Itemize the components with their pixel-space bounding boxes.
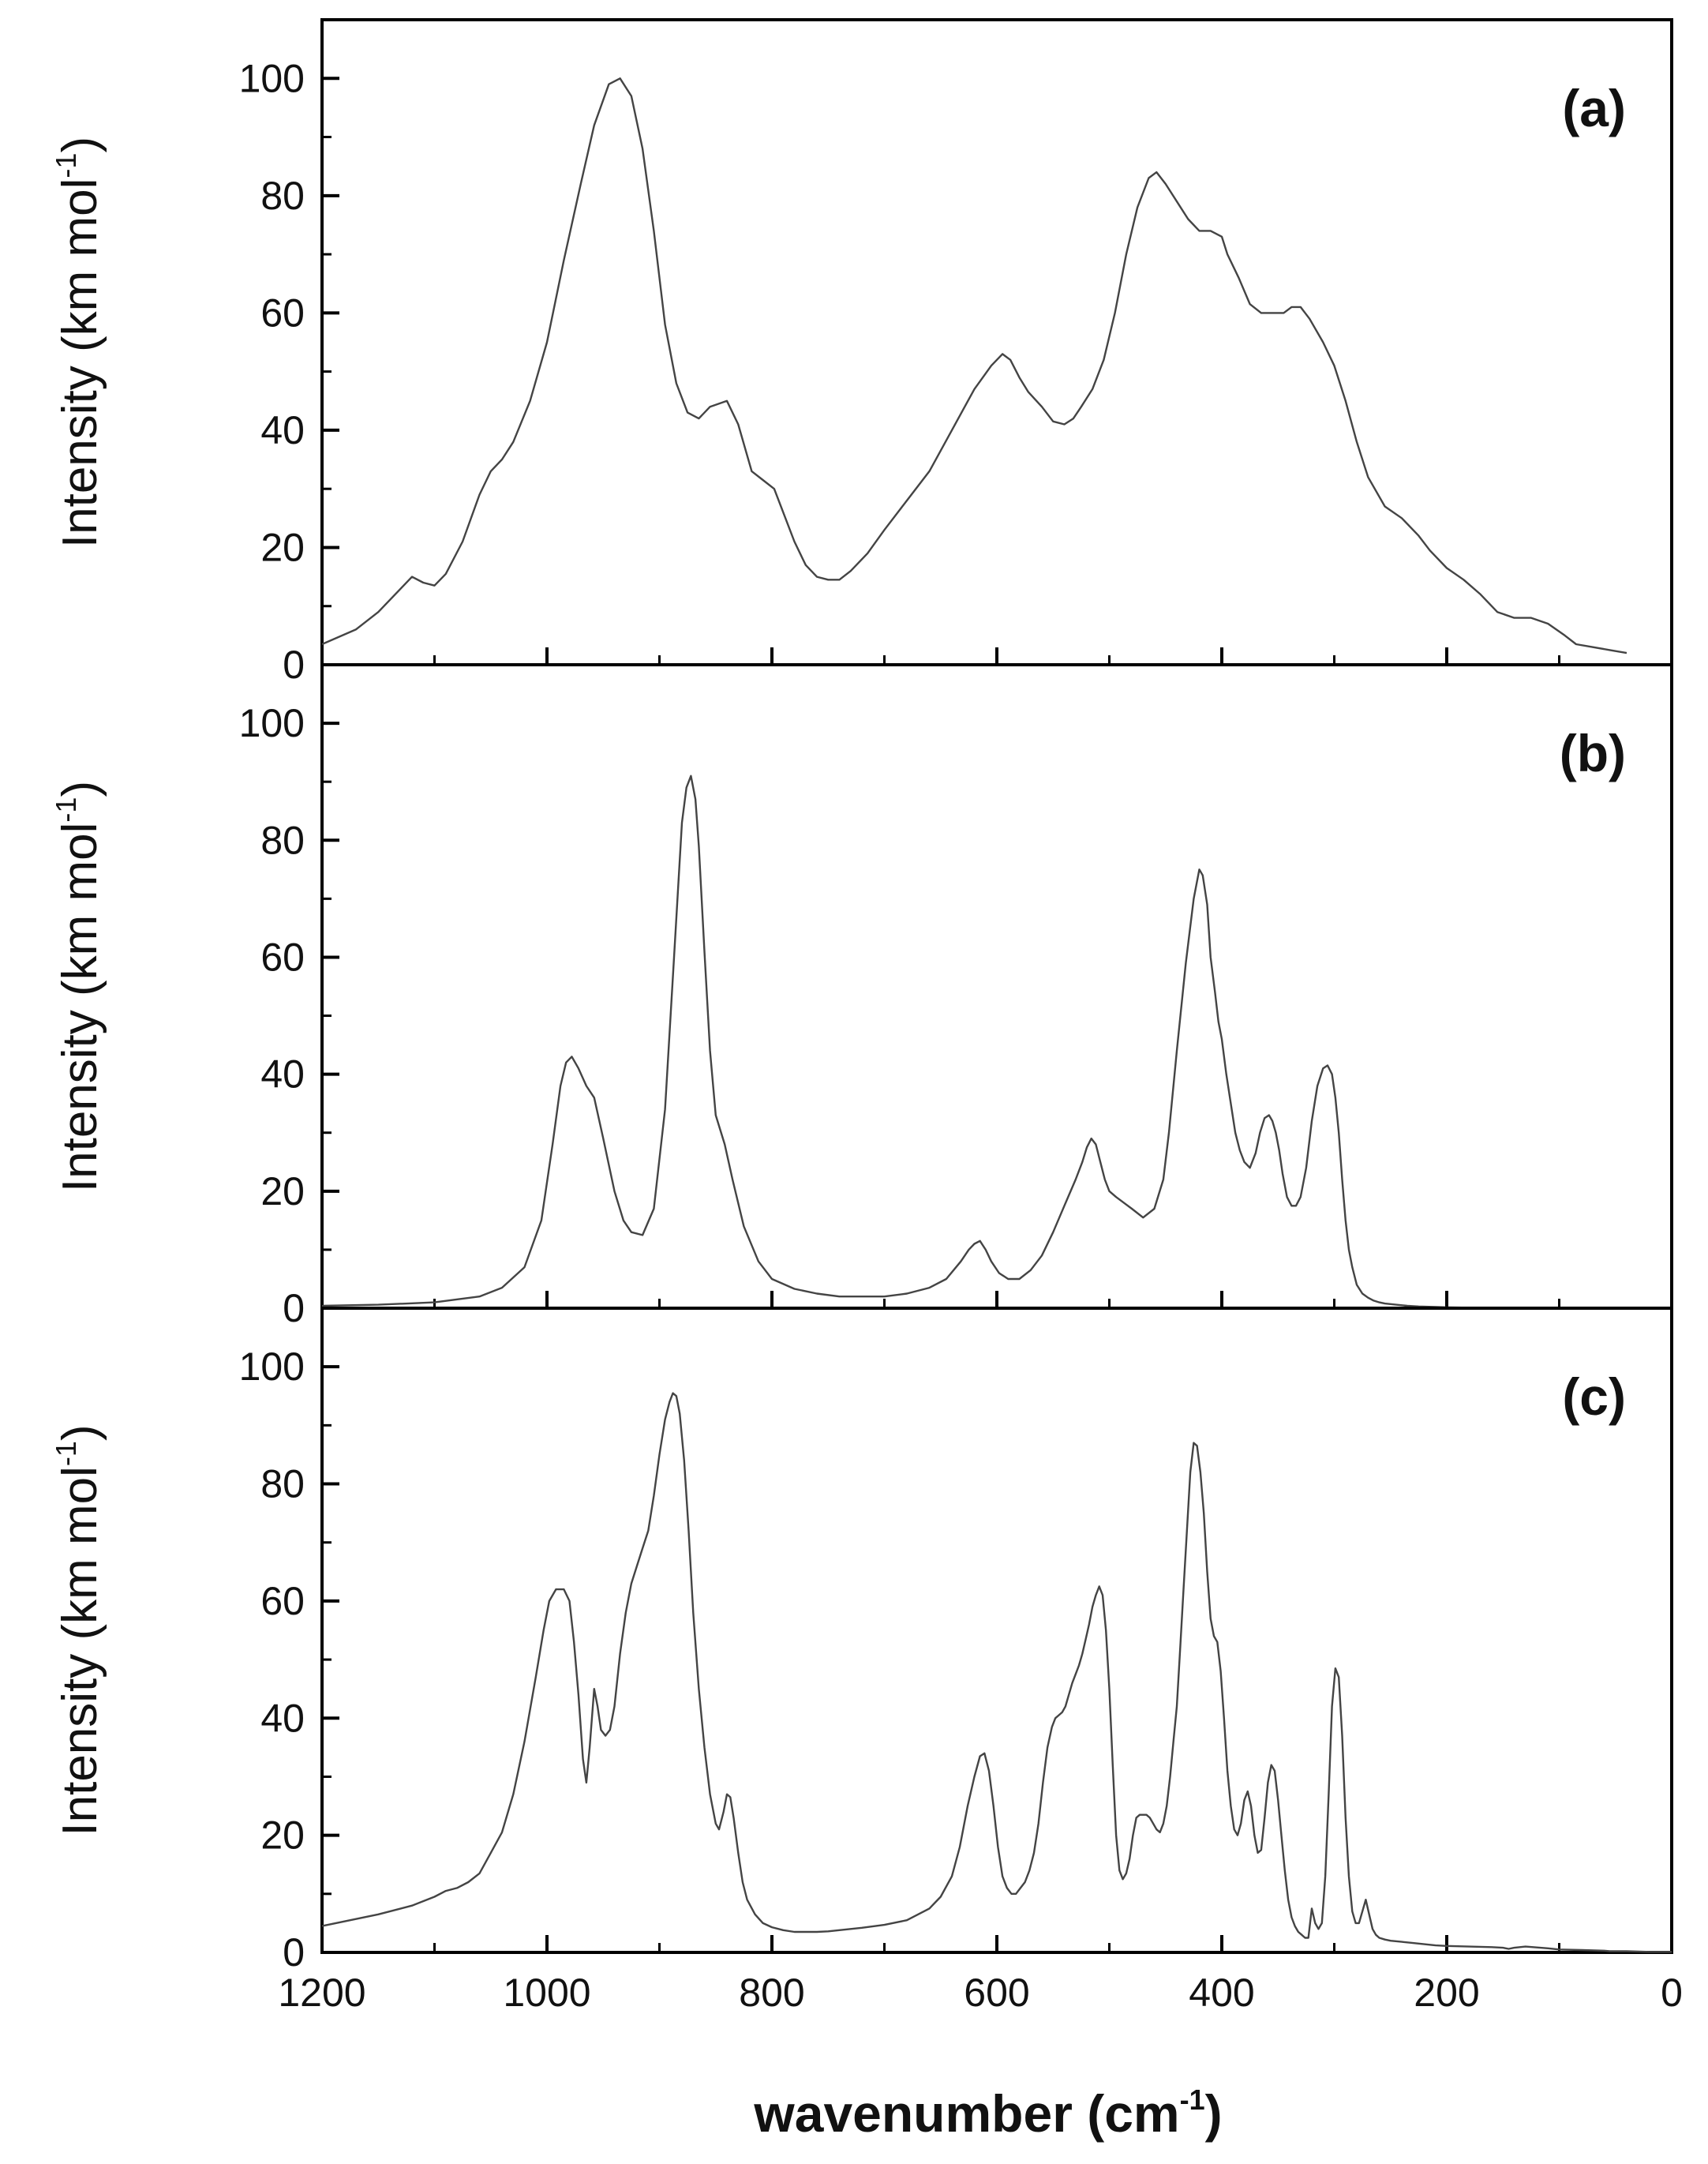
y-tick-label: 40 <box>260 1052 305 1097</box>
panel-frame <box>320 1307 1673 1954</box>
y-axis-label-end: ) <box>53 1424 107 1441</box>
y-tick-label: 100 <box>239 1345 305 1389</box>
panel-frame <box>320 18 1673 666</box>
panel-label: (b) <box>1560 724 1626 782</box>
y-tick-label: 60 <box>260 935 305 979</box>
y-tick-label: 60 <box>260 1579 305 1623</box>
y-axis-label-end: ) <box>53 137 107 153</box>
y-tick-label: 0 <box>283 643 305 687</box>
x-axis-label-sup: -1 <box>1180 2083 1205 2116</box>
y-tick-label: 80 <box>260 818 305 862</box>
y-axis-label: Intensity (km mol-1) <box>50 1424 107 1836</box>
spectrum-line <box>321 774 1672 1309</box>
x-tick-label: 0 <box>1661 1971 1683 2015</box>
y-axis-label-sup: -1 <box>50 153 82 178</box>
panel-label: (c) <box>1562 1367 1626 1426</box>
y-axis-label-sup: -1 <box>50 1441 82 1466</box>
y-tick-label: 40 <box>260 408 305 452</box>
y-axis-label: Intensity (km mol-1) <box>50 781 107 1192</box>
panel-3: 0 20 40 60 80 100 (c) <box>239 1307 1673 1975</box>
y-tick-label: 20 <box>260 1169 305 1213</box>
x-axis: 1200 1000 800 600 400 200 0 <box>278 1971 1683 2015</box>
y-axis-labels: Intensity (km mol-1)Intensity (km mol-1)… <box>50 137 107 1836</box>
panel-frame <box>320 663 1673 1310</box>
y-axis-label-main: Intensity (km mol <box>53 1466 107 1836</box>
y-tick-label: 60 <box>260 291 305 335</box>
y-tick-label: 0 <box>283 1930 305 1975</box>
x-tick-label: 1000 <box>503 1971 590 2015</box>
y-tick-label: 20 <box>260 525 305 569</box>
y-tick-label: 0 <box>283 1286 305 1330</box>
y-tick-label: 80 <box>260 174 305 218</box>
y-tick-label: 100 <box>239 56 305 100</box>
x-tick-label: 600 <box>964 1971 1029 2015</box>
x-tick-label: 800 <box>739 1971 804 2015</box>
y-axis-label-sup: -1 <box>50 797 82 823</box>
x-tick-label: 200 <box>1414 1971 1479 2015</box>
spectrum-line <box>321 1392 1672 1953</box>
x-tick-label: 1200 <box>278 1971 365 2015</box>
x-axis-label: wavenumber (cm-1) <box>753 2083 1222 2143</box>
y-axis-label-end: ) <box>53 781 107 797</box>
y-tick-label: 40 <box>260 1696 305 1740</box>
panel-2: 0 20 40 60 80 100 (b) <box>239 663 1673 1330</box>
y-tick-label: 100 <box>239 701 305 745</box>
panels-layer: 0 20 40 60 80 100 (a) 0 20 40 60 80 100 (b) 0 20 40 60 80 1… <box>239 18 1673 1975</box>
x-axis-label-end: ) <box>1205 2084 1223 2143</box>
y-tick-label: 20 <box>260 1813 305 1858</box>
y-tick-label: 80 <box>260 1462 305 1506</box>
panel-1: 0 20 40 60 80 100 (a) <box>239 18 1673 687</box>
panel-label: (a) <box>1562 79 1626 137</box>
y-axis-label-main: Intensity (km mol <box>53 178 107 549</box>
y-axis-label-main: Intensity (km mol <box>53 823 107 1193</box>
y-axis-label: Intensity (km mol-1) <box>50 137 107 548</box>
x-tick-label: 400 <box>1189 1971 1254 2015</box>
x-axis-label-main: wavenumber (cm <box>753 2084 1179 2143</box>
spectrum-line <box>321 77 1627 654</box>
